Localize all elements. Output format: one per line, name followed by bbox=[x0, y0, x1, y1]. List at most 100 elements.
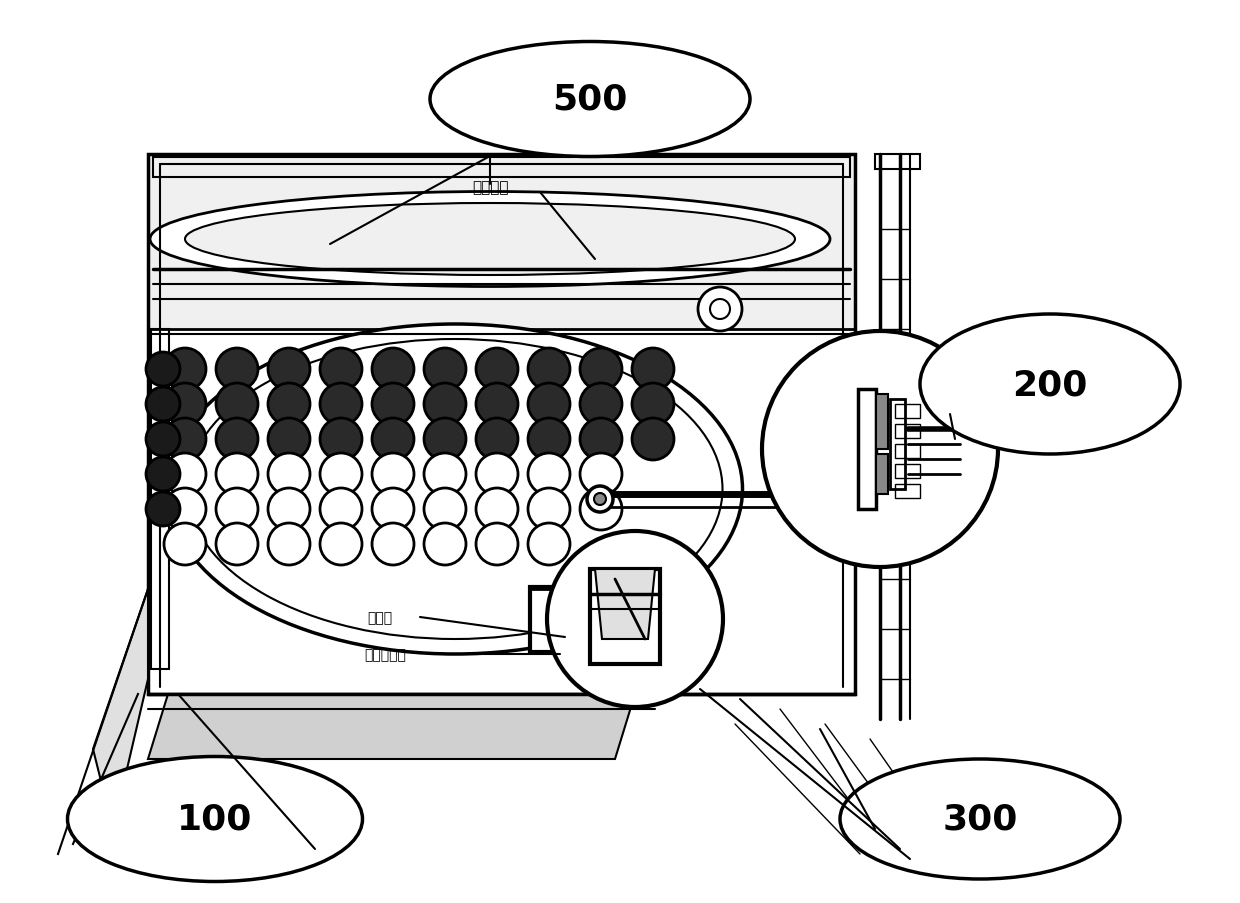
Circle shape bbox=[587, 487, 613, 512]
Circle shape bbox=[528, 384, 570, 425]
Text: 200: 200 bbox=[1012, 368, 1087, 402]
Circle shape bbox=[164, 489, 206, 530]
Ellipse shape bbox=[430, 42, 750, 157]
Circle shape bbox=[216, 524, 258, 565]
Circle shape bbox=[320, 524, 362, 565]
Circle shape bbox=[580, 489, 622, 530]
Circle shape bbox=[528, 524, 570, 565]
Circle shape bbox=[476, 453, 518, 496]
Circle shape bbox=[216, 349, 258, 391]
Circle shape bbox=[268, 489, 310, 530]
Circle shape bbox=[320, 418, 362, 461]
Circle shape bbox=[372, 489, 414, 530]
Ellipse shape bbox=[185, 204, 795, 275]
Circle shape bbox=[372, 349, 414, 391]
Circle shape bbox=[632, 384, 675, 425]
Circle shape bbox=[476, 524, 518, 565]
Circle shape bbox=[146, 423, 180, 457]
Text: 300: 300 bbox=[942, 802, 1018, 836]
Circle shape bbox=[320, 453, 362, 496]
Circle shape bbox=[528, 418, 570, 461]
Circle shape bbox=[424, 524, 466, 565]
Bar bbox=[895, 485, 920, 498]
Circle shape bbox=[580, 418, 622, 461]
Circle shape bbox=[164, 384, 206, 425]
Bar bbox=[895, 424, 920, 439]
Bar bbox=[151, 330, 169, 669]
Circle shape bbox=[372, 524, 414, 565]
Circle shape bbox=[698, 288, 742, 331]
Bar bbox=[875, 395, 888, 450]
Bar bbox=[590, 570, 660, 665]
Circle shape bbox=[146, 492, 180, 526]
Bar bbox=[529, 587, 600, 652]
Circle shape bbox=[528, 349, 570, 391]
Circle shape bbox=[216, 384, 258, 425]
Bar bbox=[895, 444, 920, 459]
Bar bbox=[153, 158, 849, 178]
Ellipse shape bbox=[187, 340, 723, 639]
Circle shape bbox=[763, 331, 998, 567]
Circle shape bbox=[372, 384, 414, 425]
Polygon shape bbox=[148, 154, 856, 330]
Circle shape bbox=[580, 349, 622, 391]
Text: 取样位: 取样位 bbox=[367, 610, 393, 624]
Circle shape bbox=[528, 489, 570, 530]
Circle shape bbox=[268, 418, 310, 461]
Circle shape bbox=[424, 418, 466, 461]
Circle shape bbox=[216, 418, 258, 461]
Bar bbox=[858, 389, 875, 509]
Text: 500: 500 bbox=[552, 83, 627, 116]
Circle shape bbox=[372, 453, 414, 496]
Circle shape bbox=[164, 524, 206, 565]
Circle shape bbox=[528, 453, 570, 496]
Ellipse shape bbox=[839, 759, 1120, 879]
Circle shape bbox=[580, 384, 622, 425]
Circle shape bbox=[268, 524, 310, 565]
Circle shape bbox=[547, 531, 723, 707]
Polygon shape bbox=[93, 590, 148, 829]
Circle shape bbox=[164, 418, 206, 461]
Ellipse shape bbox=[150, 192, 830, 287]
Circle shape bbox=[594, 493, 606, 506]
Polygon shape bbox=[595, 570, 655, 639]
Circle shape bbox=[146, 352, 180, 386]
Bar bbox=[895, 464, 920, 479]
Circle shape bbox=[632, 418, 675, 461]
Ellipse shape bbox=[67, 757, 362, 881]
Circle shape bbox=[216, 453, 258, 496]
Bar bbox=[890, 399, 905, 489]
Circle shape bbox=[424, 453, 466, 496]
Circle shape bbox=[320, 384, 362, 425]
Bar bbox=[875, 454, 888, 495]
Polygon shape bbox=[148, 694, 635, 759]
Circle shape bbox=[320, 489, 362, 530]
Bar bbox=[875, 154, 920, 170]
Circle shape bbox=[216, 489, 258, 530]
Circle shape bbox=[320, 349, 362, 391]
Circle shape bbox=[268, 349, 310, 391]
Text: 样品瓶清洗: 样品瓶清洗 bbox=[365, 647, 405, 661]
Text: 100: 100 bbox=[177, 802, 253, 836]
Circle shape bbox=[476, 384, 518, 425]
Circle shape bbox=[164, 453, 206, 496]
Circle shape bbox=[424, 384, 466, 425]
Ellipse shape bbox=[167, 325, 743, 655]
Text: 清洗瓶位: 清洗瓶位 bbox=[471, 181, 508, 195]
Bar bbox=[895, 405, 920, 418]
Ellipse shape bbox=[920, 314, 1180, 454]
Circle shape bbox=[711, 300, 730, 320]
Circle shape bbox=[146, 387, 180, 422]
Circle shape bbox=[476, 349, 518, 391]
Circle shape bbox=[580, 453, 622, 496]
Circle shape bbox=[146, 458, 180, 491]
Circle shape bbox=[424, 489, 466, 530]
Circle shape bbox=[476, 418, 518, 461]
Circle shape bbox=[372, 418, 414, 461]
Circle shape bbox=[476, 489, 518, 530]
Circle shape bbox=[632, 349, 675, 391]
Circle shape bbox=[424, 349, 466, 391]
Circle shape bbox=[164, 349, 206, 391]
Bar bbox=[148, 154, 856, 694]
Circle shape bbox=[268, 453, 310, 496]
